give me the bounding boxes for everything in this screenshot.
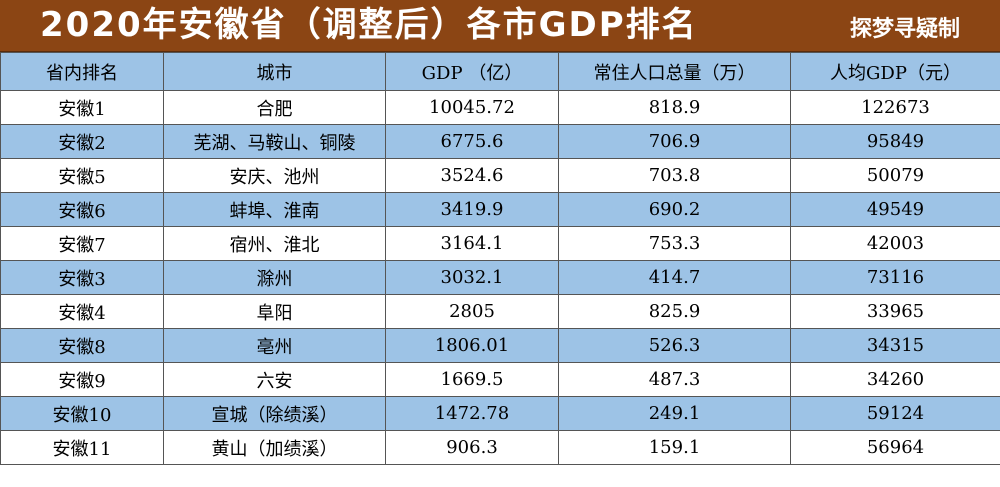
cell-population: 825.9: [558, 294, 791, 329]
cell-gdp: 6775.6: [385, 124, 559, 159]
cell-city: 滁州: [163, 260, 386, 295]
column-header-gdp-per-capita: 人均GDP（元）: [790, 52, 1000, 91]
cell-population: 159.1: [558, 430, 791, 465]
cell-gdp: 3164.1: [385, 226, 559, 261]
column-header-population: 常住人口总量（万）: [558, 52, 791, 91]
table-row: 安徽6 蚌埠、淮南 3419.9 690.2 49549: [0, 192, 1000, 227]
cell-rank: 安徽10: [0, 396, 164, 431]
cell-gdp: 1669.5: [385, 362, 559, 397]
cell-population: 487.3: [558, 362, 791, 397]
cell-gdp-per-capita: 122673: [790, 90, 1000, 125]
table-row: 安徽2 芜湖、马鞍山、铜陵 6775.6 706.9 95849: [0, 124, 1000, 159]
cell-city: 合肥: [163, 90, 386, 125]
title-bar: 2020年安徽省（调整后）各市GDP排名 探梦寻疑制: [0, 0, 1000, 52]
table-row: 安徽3 滁州 3032.1 414.7 73116: [0, 260, 1000, 295]
cell-population: 703.8: [558, 158, 791, 193]
author-credit: 探梦寻疑制: [849, 16, 960, 42]
cell-gdp-per-capita: 95849: [790, 124, 1000, 159]
table-row: 安徽11 黄山（加绩溪） 906.3 159.1 56964: [0, 430, 1000, 465]
cell-population: 706.9: [558, 124, 791, 159]
cell-rank: 安徽2: [0, 124, 164, 159]
cell-population: 753.3: [558, 226, 791, 261]
cell-gdp: 3524.6: [385, 158, 559, 193]
gdp-ranking-table: 省内排名 城市 GDP （亿） 常住人口总量（万） 人均GDP（元） 安徽1 合…: [0, 52, 1000, 465]
cell-rank: 安徽7: [0, 226, 164, 261]
cell-gdp-per-capita: 50079: [790, 158, 1000, 193]
cell-gdp: 2805: [385, 294, 559, 329]
cell-city: 蚌埠、淮南: [163, 192, 386, 227]
cell-gdp: 1472.78: [385, 396, 559, 431]
table-row: 安徽5 安庆、池州 3524.6 703.8 50079: [0, 158, 1000, 193]
cell-rank: 安徽3: [0, 260, 164, 295]
cell-population: 818.9: [558, 90, 791, 125]
cell-rank: 安徽4: [0, 294, 164, 329]
cell-gdp-per-capita: 59124: [790, 396, 1000, 431]
cell-city: 芜湖、马鞍山、铜陵: [163, 124, 386, 159]
table-row: 安徽9 六安 1669.5 487.3 34260: [0, 362, 1000, 397]
cell-rank: 安徽8: [0, 328, 164, 363]
cell-rank: 安徽11: [0, 430, 164, 465]
cell-city: 黄山（加绩溪）: [163, 430, 386, 465]
header-row: 省内排名 城市 GDP （亿） 常住人口总量（万） 人均GDP（元）: [0, 52, 1000, 91]
cell-population: 526.3: [558, 328, 791, 363]
cell-rank: 安徽5: [0, 158, 164, 193]
column-header-gdp: GDP （亿）: [385, 52, 559, 91]
cell-gdp-per-capita: 49549: [790, 192, 1000, 227]
cell-gdp-per-capita: 34260: [790, 362, 1000, 397]
cell-gdp: 10045.72: [385, 90, 559, 125]
cell-rank: 安徽6: [0, 192, 164, 227]
cell-gdp: 3419.9: [385, 192, 559, 227]
table-row: 安徽4 阜阳 2805 825.9 33965: [0, 294, 1000, 329]
cell-gdp: 906.3: [385, 430, 559, 465]
cell-gdp: 3032.1: [385, 260, 559, 295]
cell-rank: 安徽9: [0, 362, 164, 397]
cell-city: 阜阳: [163, 294, 386, 329]
cell-population: 690.2: [558, 192, 791, 227]
page-title: 2020年安徽省（调整后）各市GDP排名: [40, 5, 698, 45]
cell-gdp: 1806.01: [385, 328, 559, 363]
cell-city: 安庆、池州: [163, 158, 386, 193]
column-header-rank: 省内排名: [0, 52, 164, 91]
cell-gdp-per-capita: 33965: [790, 294, 1000, 329]
column-header-city: 城市: [163, 52, 386, 91]
cell-gdp-per-capita: 56964: [790, 430, 1000, 465]
table-row: 安徽1 合肥 10045.72 818.9 122673: [0, 90, 1000, 125]
cell-population: 414.7: [558, 260, 791, 295]
cell-gdp-per-capita: 34315: [790, 328, 1000, 363]
table-row: 安徽8 亳州 1806.01 526.3 34315: [0, 328, 1000, 363]
cell-population: 249.1: [558, 396, 791, 431]
cell-rank: 安徽1: [0, 90, 164, 125]
table-row: 安徽10 宣城（除绩溪） 1472.78 249.1 59124: [0, 396, 1000, 431]
cell-gdp-per-capita: 73116: [790, 260, 1000, 295]
cell-city: 亳州: [163, 328, 386, 363]
cell-gdp-per-capita: 42003: [790, 226, 1000, 261]
cell-city: 宣城（除绩溪）: [163, 396, 386, 431]
cell-city: 六安: [163, 362, 386, 397]
cell-city: 宿州、淮北: [163, 226, 386, 261]
table-row: 安徽7 宿州、淮北 3164.1 753.3 42003: [0, 226, 1000, 261]
